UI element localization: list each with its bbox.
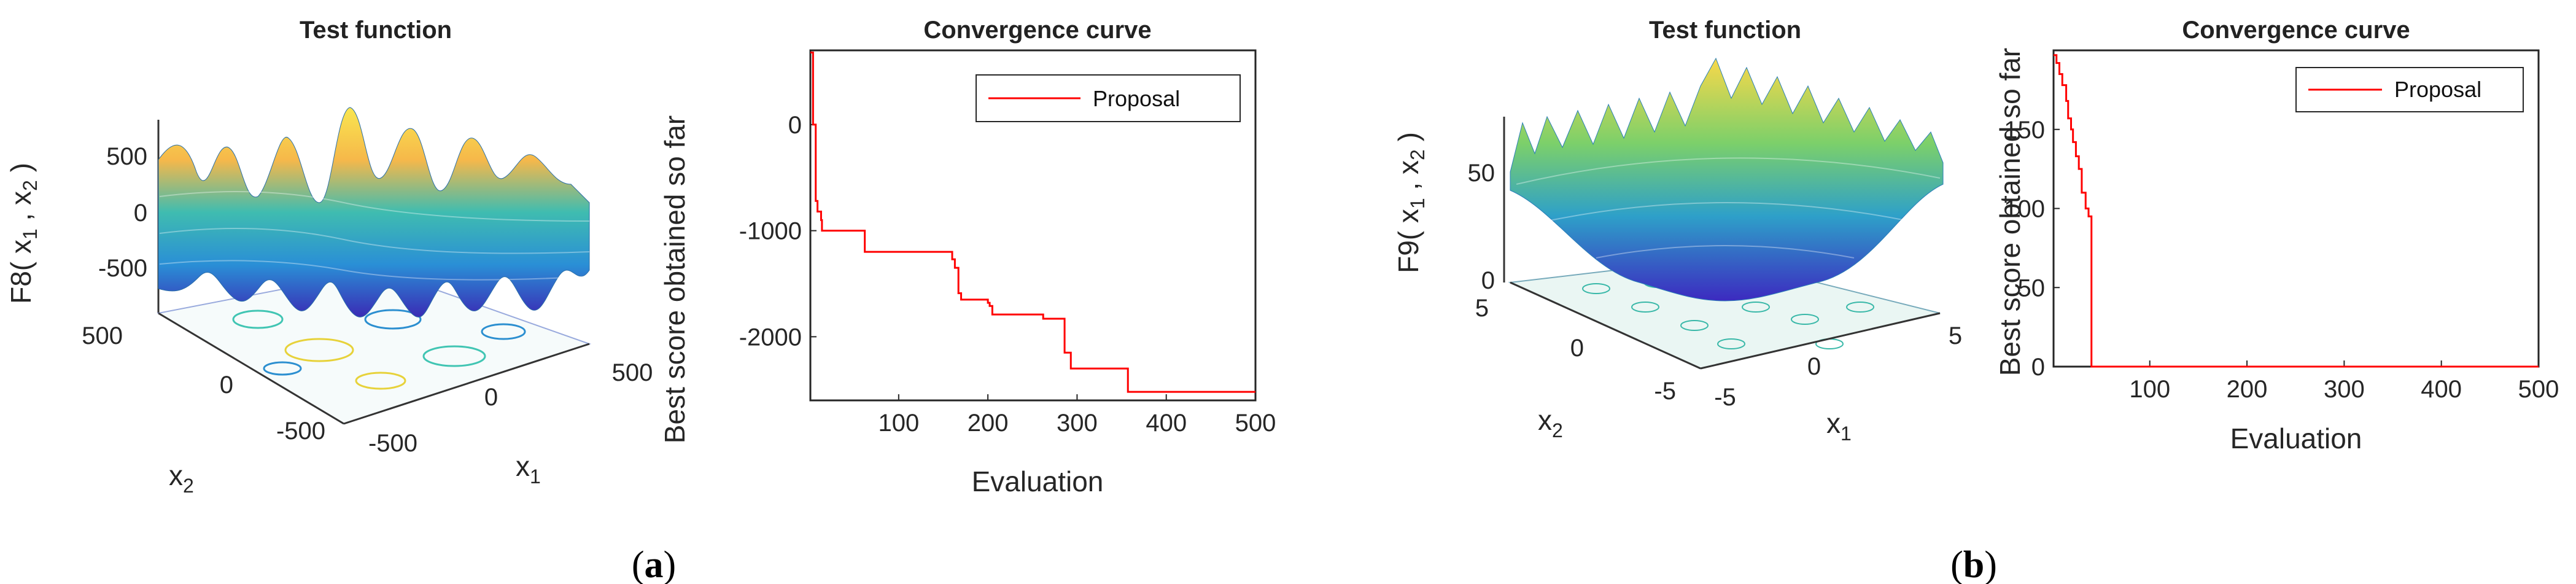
tick-layer: 100 200 300 400 500 0 50 100 150 <box>2004 117 2559 403</box>
x-tick-label: 500 <box>2518 376 2559 403</box>
series-line-proposal <box>810 51 1255 393</box>
caption-a: (a) <box>632 544 676 584</box>
x2-tick-label: 0 <box>220 372 233 399</box>
x2-tick-label: 500 <box>82 322 123 349</box>
series-layer <box>810 51 1255 393</box>
legend: Proposal <box>2295 67 2524 112</box>
x1-axis-line <box>1700 312 1941 370</box>
x1-tick-label: 0 <box>484 384 498 411</box>
z-tick-labels: 500 0 -500 <box>98 143 147 282</box>
x-tick-label: 300 <box>1057 410 1098 437</box>
x2-tick-label: -500 <box>276 418 325 445</box>
z-tick-label: -500 <box>98 255 147 282</box>
x2-axis-label: x2 <box>169 459 194 497</box>
legend: Proposal <box>976 74 1241 122</box>
z-tick-labels: 50 0 <box>1468 160 1496 294</box>
y-tick-label: -2000 <box>739 324 802 351</box>
convergence-ylabel: Best score obtained so far <box>1994 48 2026 376</box>
y-tick-label: 0 <box>788 112 802 139</box>
z-tick-label: 500 <box>106 143 147 170</box>
panel-b-surface: Test function 50 0 F9( x1 , x2 ) <box>1392 17 1962 445</box>
x-tick-label: 100 <box>878 410 919 437</box>
convergence-title: Convergence curve <box>923 17 1151 44</box>
surface-title: Test function <box>1649 17 1801 44</box>
surface-ridges <box>1516 157 1941 259</box>
x-tick-label: 100 <box>2129 376 2170 403</box>
x2-tick-labels: 5 0 -5 <box>1475 295 1676 405</box>
x1-axis-label: x1 <box>516 450 541 488</box>
x1-axis-label: x1 <box>1826 407 1852 445</box>
x2-axis-line <box>1510 281 1701 370</box>
panel-a-convergence: Convergence curve Best score obtained so… <box>659 17 1276 497</box>
y-tick-label: 0 <box>2031 354 2045 381</box>
x1-tick-labels: -500 0 500 <box>368 359 653 457</box>
z-tick-label: 0 <box>134 200 147 227</box>
y-tick-label: 50 <box>2018 274 2046 302</box>
series-layer <box>2054 54 2539 368</box>
x1-tick-labels: -5 0 5 <box>1714 322 1962 411</box>
surface-ridges <box>159 191 590 281</box>
tick-layer: 100 200 300 400 500 -2000 -1000 0 <box>739 112 1276 437</box>
legend-label: Proposal <box>1093 86 1180 111</box>
x1-tick-label: -5 <box>1714 384 1736 411</box>
x-tick-label: 200 <box>968 410 1009 437</box>
x-tick-label: 200 <box>2227 376 2268 403</box>
y-tick-label: -1000 <box>739 218 802 245</box>
x1-tick-label: -500 <box>368 430 417 457</box>
x2-tick-labels: 500 0 -500 <box>82 322 325 445</box>
surface-title: Test function <box>300 17 452 44</box>
panel-a-surface: Test function 500 0 -500 F8( x1 , x2 ) <box>5 17 653 497</box>
y-tick-label: 150 <box>2004 117 2045 144</box>
convergence-title: Convergence curve <box>2182 17 2410 44</box>
contour-rings <box>232 309 526 390</box>
x1-axis-line <box>343 343 590 425</box>
x-tick-label: 300 <box>2324 376 2365 403</box>
caption-b: (b) <box>1950 544 1997 584</box>
x2-tick-label: -5 <box>1654 378 1676 405</box>
surface-mesh <box>1510 57 1944 302</box>
x-tick-label: 500 <box>1235 410 1276 437</box>
legend-label: Proposal <box>2394 77 2481 102</box>
z-tick-label: 50 <box>1468 160 1496 187</box>
x-tick-label: 400 <box>1146 410 1187 437</box>
z-axis-label: F8( x1 , x2 ) <box>5 163 41 304</box>
x-tick-label: 400 <box>2421 376 2462 403</box>
convergence-xlabel: Evaluation <box>2230 422 2362 454</box>
x1-tick-label: 0 <box>1807 353 1821 380</box>
z-tick-label: 0 <box>1481 267 1495 294</box>
x1-tick-label: 500 <box>612 359 653 386</box>
x2-tick-label: 5 <box>1475 295 1489 322</box>
y-tick-label: 100 <box>2004 196 2045 223</box>
x2-axis-label: x2 <box>1538 404 1563 442</box>
x2-tick-label: 0 <box>1570 335 1584 362</box>
convergence-xlabel: Evaluation <box>972 465 1104 497</box>
panel-b-convergence: Convergence curve Best score obtained so… <box>1994 17 2559 454</box>
x2-axis-line <box>158 312 344 425</box>
surface-mesh <box>158 107 590 317</box>
x1-tick-label: 5 <box>1949 322 1962 349</box>
convergence-ylabel: Best score obtained so far <box>659 115 691 443</box>
series-line-proposal <box>2054 54 2539 368</box>
z-axis-label: F9( x1 , x2 ) <box>1392 132 1429 273</box>
